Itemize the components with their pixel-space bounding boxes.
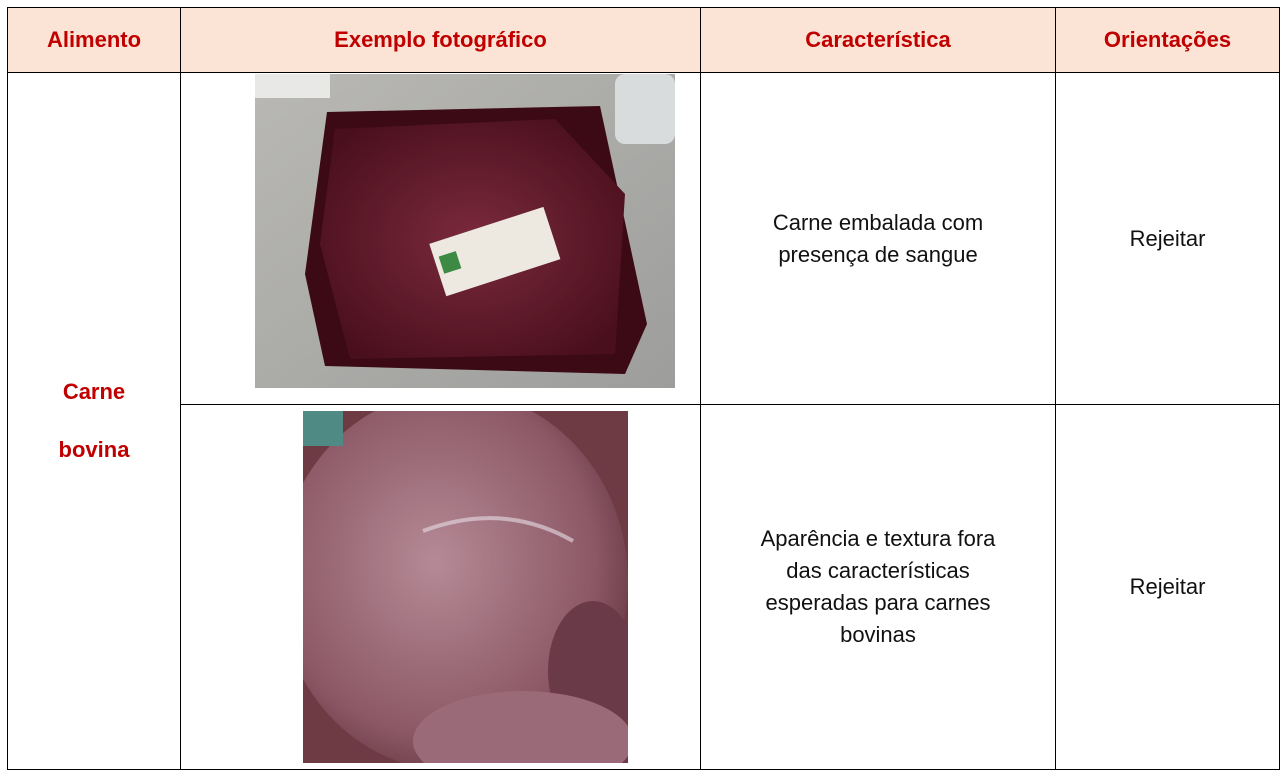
characteristic-line: Aparência e textura fora <box>760 526 996 551</box>
characteristic-line: bovinas <box>840 622 916 647</box>
header-text: Característica <box>805 27 951 52</box>
food-name: bovina <box>58 437 130 462</box>
food-name: Carne <box>62 379 126 404</box>
header-text: Alimento <box>46 27 142 52</box>
guidance-cell: Rejeitar <box>1055 72 1280 405</box>
guidance-cell: Rejeitar <box>1055 404 1280 770</box>
header-cell: Exemplo fotográfico <box>180 7 701 73</box>
characteristic-cell: Aparência e textura fora das característ… <box>700 404 1056 770</box>
header-cell: Característica <box>700 7 1056 73</box>
guidance-text: Rejeitar <box>1129 574 1206 599</box>
photo-packaged-meat <box>255 74 675 388</box>
characteristic-line: esperadas para carnes <box>765 590 991 615</box>
characteristic-cell: Carne embalada com presença de sangue <box>700 72 1056 405</box>
food-cell: Carne bovina <box>7 72 181 770</box>
characteristic-line: das características <box>786 558 970 583</box>
header-cell: Orientações <box>1055 7 1280 73</box>
header-text: Exemplo fotográfico <box>334 27 547 52</box>
header-text: Orientações <box>1103 27 1232 52</box>
characteristic-line: presença de sangue <box>778 241 978 267</box>
guidance-text: Rejeitar <box>1129 225 1206 251</box>
photo-raw-meat <box>303 411 628 763</box>
header-cell: Alimento <box>7 7 181 73</box>
characteristic-line: Carne embalada com <box>772 209 984 235</box>
